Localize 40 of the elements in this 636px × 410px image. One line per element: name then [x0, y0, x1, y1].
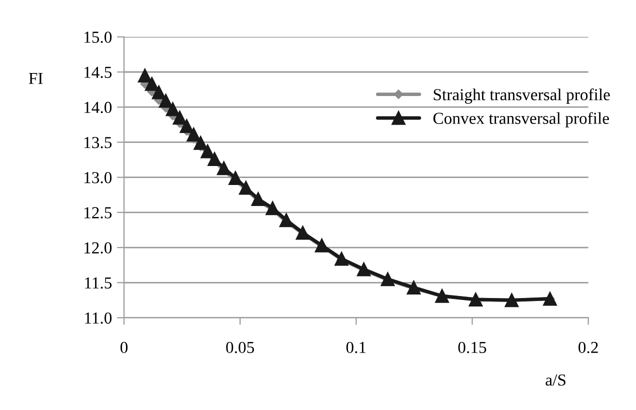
point	[251, 192, 266, 206]
point	[138, 68, 152, 82]
legend-label: Convex transversal profile	[433, 112, 609, 128]
point	[172, 110, 187, 125]
point	[228, 171, 242, 185]
y-tick-label: 15.0	[84, 32, 112, 43]
y-tick-label: 13.0	[84, 172, 112, 184]
x-tick-label: 0.1	[346, 342, 366, 354]
point	[200, 144, 215, 158]
point	[266, 201, 280, 216]
point	[296, 226, 310, 240]
point	[279, 213, 294, 228]
x-axis-title: a/S	[546, 374, 566, 386]
legend-label: Straight transversal profile	[434, 88, 610, 104]
point	[356, 262, 371, 276]
y-tick-label: 14.0	[84, 102, 112, 114]
x-tick-label: 0	[120, 342, 128, 354]
point	[238, 180, 253, 195]
y-tick-label: 11.0	[85, 312, 112, 324]
x-tick-label: 0.15	[458, 342, 486, 354]
y-tick-label: 11.5	[85, 277, 112, 289]
point	[152, 85, 166, 100]
y-tick-label: 14.5	[84, 66, 112, 78]
point	[208, 152, 222, 166]
y-axis-title: FI	[28, 72, 43, 84]
point	[186, 128, 201, 142]
point	[158, 94, 173, 108]
y-tick-label: 12.5	[84, 207, 112, 218]
point	[144, 76, 159, 91]
point	[380, 272, 395, 286]
y-tick-label: 12.0	[84, 242, 112, 254]
point	[216, 161, 231, 176]
point	[406, 280, 421, 295]
point	[314, 238, 329, 252]
point	[194, 136, 208, 150]
point	[334, 252, 348, 266]
y-tick-label: 13.5	[84, 136, 112, 148]
x-tick-label: 0.05	[226, 342, 254, 354]
x-tick-label: 0.2	[578, 342, 598, 354]
point	[166, 102, 180, 116]
